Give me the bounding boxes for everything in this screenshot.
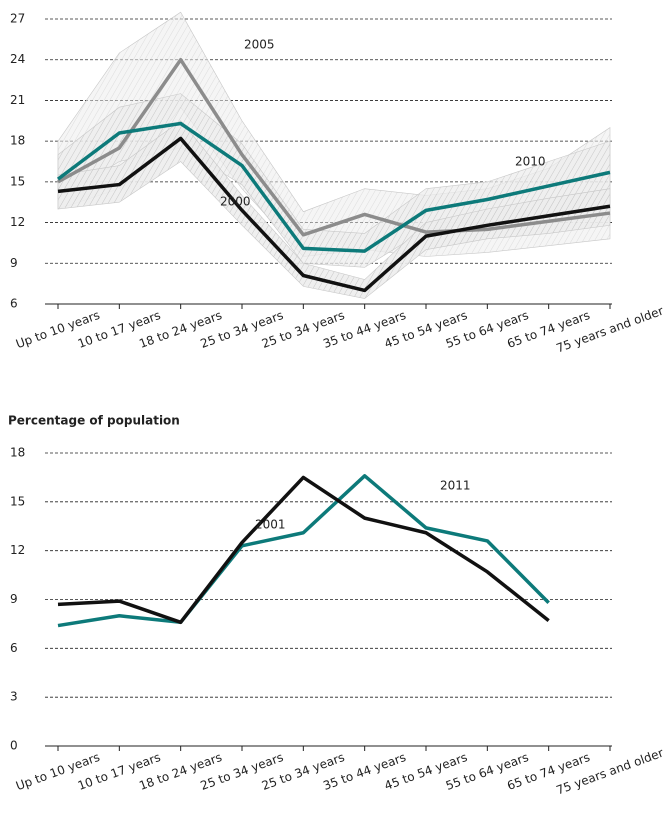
y-tick-label: 6 <box>10 297 18 311</box>
y-tick-label: 24 <box>10 52 25 66</box>
series-line <box>57 57 611 237</box>
series-label: 2001 <box>255 518 286 532</box>
y-tick-label: 0 <box>10 739 18 753</box>
series-label: 2010 <box>515 155 546 169</box>
x-tick-label: 75 years and older <box>554 304 665 356</box>
series-label: 2011 <box>440 479 471 493</box>
series-label: 2005 <box>244 38 275 52</box>
y-tick-label: 12 <box>10 215 25 229</box>
y-tick-label: 27 <box>10 12 25 26</box>
y-axis-title: Percentage of population <box>8 414 180 428</box>
series-line <box>57 474 550 628</box>
y-tick-label: 12 <box>10 543 25 557</box>
y-tick-label: 18 <box>10 134 25 148</box>
y-tick-label: 3 <box>10 690 18 704</box>
y-tick-label: 6 <box>10 641 18 655</box>
series-line <box>57 475 550 625</box>
x-tick-label: 75 years and older <box>554 746 665 798</box>
series-line <box>57 136 611 293</box>
y-tick-label: 15 <box>10 174 25 188</box>
series-label: 2000 <box>220 195 251 209</box>
confidence-band <box>57 120 611 299</box>
y-tick-label: 9 <box>10 592 18 606</box>
series-line <box>56 121 611 253</box>
y-tick-label: 9 <box>10 256 18 270</box>
y-tick-label: 21 <box>10 93 25 107</box>
y-tick-label: 15 <box>10 494 25 508</box>
y-tick-label: 18 <box>10 446 25 460</box>
